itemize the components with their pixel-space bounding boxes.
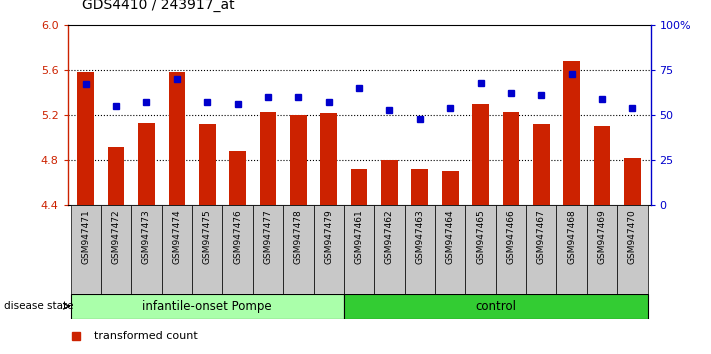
Text: disease state: disease state [4,301,73,311]
Bar [138,123,155,205]
Bar [381,160,397,205]
Text: GSM947474: GSM947474 [172,210,181,264]
Bar [229,151,246,205]
Text: GSM947464: GSM947464 [446,210,454,264]
Bar [260,112,277,205]
Bar [344,205,374,294]
Bar [101,205,132,294]
Text: control: control [475,300,516,313]
Bar [435,205,465,294]
Bar [563,61,580,205]
Bar [351,169,368,205]
Text: GSM947466: GSM947466 [506,210,515,264]
Text: GSM947461: GSM947461 [355,210,363,264]
Bar [161,205,192,294]
Bar [70,205,101,294]
Bar [412,169,428,205]
Text: GDS4410 / 243917_at: GDS4410 / 243917_at [82,0,235,12]
Bar [503,112,519,205]
Bar [108,147,124,205]
Text: GSM947468: GSM947468 [567,210,576,264]
Bar [169,72,185,205]
Text: GSM947473: GSM947473 [142,210,151,264]
Bar [587,205,617,294]
Bar [472,104,489,205]
Bar [533,124,550,205]
Text: infantile-onset Pompe: infantile-onset Pompe [142,300,272,313]
Text: GSM947478: GSM947478 [294,210,303,264]
Text: GSM947476: GSM947476 [233,210,242,264]
Bar [199,124,215,205]
Text: transformed count: transformed count [94,331,198,341]
Bar [374,205,405,294]
Bar [624,158,641,205]
Bar [290,115,306,205]
Bar [192,205,223,294]
Bar [253,205,283,294]
Text: GSM947470: GSM947470 [628,210,637,264]
Text: GSM947475: GSM947475 [203,210,212,264]
Bar [594,126,610,205]
Text: GSM947479: GSM947479 [324,210,333,264]
Text: GSM947462: GSM947462 [385,210,394,264]
Text: GSM947467: GSM947467 [537,210,546,264]
Text: GSM947465: GSM947465 [476,210,485,264]
Text: GSM947469: GSM947469 [597,210,606,264]
Bar [557,205,587,294]
Bar [314,205,344,294]
Bar [321,113,337,205]
Bar [344,294,648,319]
Text: GSM947471: GSM947471 [81,210,90,264]
Bar [496,205,526,294]
Bar [526,205,557,294]
Bar [465,205,496,294]
Bar [132,205,161,294]
Text: GSM947472: GSM947472 [112,210,121,264]
Bar [77,72,94,205]
Bar [442,171,459,205]
Text: GSM947463: GSM947463 [415,210,424,264]
Bar [70,294,344,319]
Text: GSM947477: GSM947477 [264,210,272,264]
Bar [283,205,314,294]
Bar [223,205,253,294]
Bar [617,205,648,294]
Bar [405,205,435,294]
